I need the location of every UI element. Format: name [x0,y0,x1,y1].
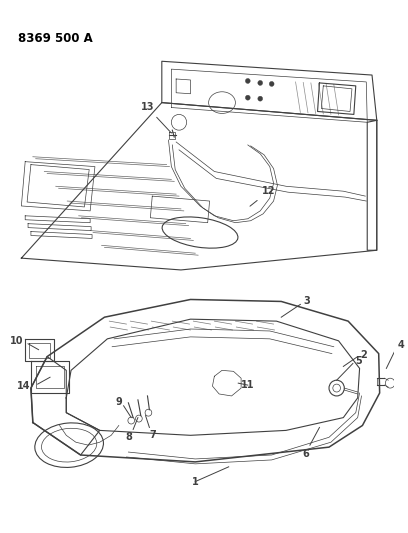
Text: 12: 12 [250,186,276,206]
Text: 11: 11 [241,380,255,390]
Text: 14: 14 [18,381,31,391]
Circle shape [246,78,250,83]
Text: 3: 3 [303,296,310,306]
Text: 1: 1 [192,477,199,487]
Circle shape [269,82,274,86]
Text: 8369 500 A: 8369 500 A [18,32,93,45]
Text: 9: 9 [115,397,122,407]
Circle shape [258,80,263,85]
Circle shape [258,96,263,101]
Text: 4: 4 [398,340,405,350]
Circle shape [246,95,250,100]
Text: 5: 5 [355,356,361,366]
Text: 2: 2 [361,350,367,360]
Text: 7: 7 [149,430,156,440]
Text: 6: 6 [303,449,309,459]
Text: 8: 8 [125,432,132,442]
Text: 13: 13 [141,102,171,133]
Text: 10: 10 [10,336,23,346]
